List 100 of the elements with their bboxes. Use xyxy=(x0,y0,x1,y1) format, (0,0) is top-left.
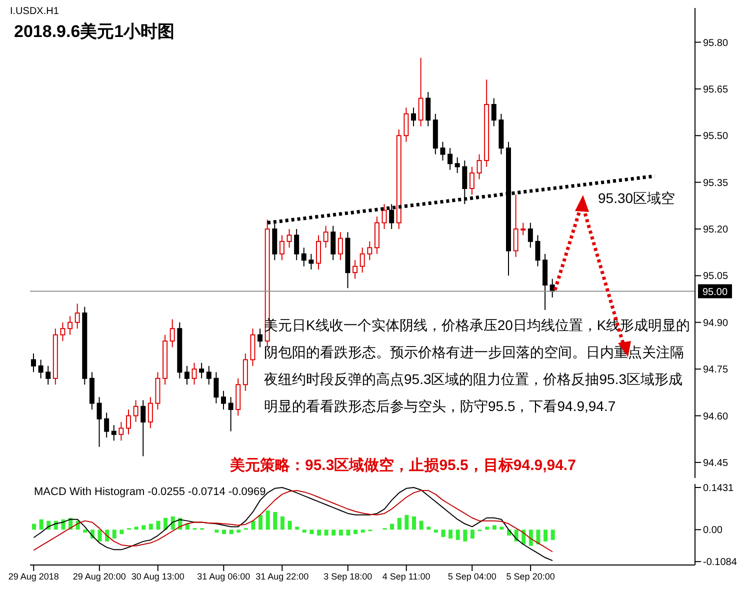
candlestick xyxy=(104,412,110,438)
bar xyxy=(288,520,292,530)
bar xyxy=(142,525,146,530)
candlestick xyxy=(426,92,431,127)
candlestick xyxy=(68,316,73,336)
y-tick-label: 0.1431 xyxy=(703,483,734,494)
bar xyxy=(295,526,300,530)
candlestick xyxy=(520,222,526,236)
bar xyxy=(98,530,102,542)
candlestick xyxy=(316,234,321,270)
bar xyxy=(354,530,358,534)
candlestick xyxy=(476,154,482,180)
bar xyxy=(332,530,336,536)
bar xyxy=(120,530,124,534)
bar xyxy=(360,530,365,533)
bar xyxy=(426,526,431,530)
candlestick xyxy=(330,225,336,261)
candlestick xyxy=(469,166,474,196)
bar xyxy=(273,512,278,530)
bar xyxy=(412,516,416,530)
bar xyxy=(229,530,234,534)
candlestick xyxy=(206,365,212,386)
y-tick-label: 94.75 xyxy=(703,364,728,376)
candlestick xyxy=(491,98,496,127)
candlestick xyxy=(31,352,36,373)
bar xyxy=(448,530,453,538)
bar xyxy=(302,530,306,533)
y-tick-label: 95.05 xyxy=(703,271,728,282)
candlestick xyxy=(96,396,102,448)
bar xyxy=(456,530,460,540)
bar xyxy=(164,518,168,530)
bar xyxy=(544,530,548,542)
y-tick-label: -0.1084 xyxy=(703,557,738,568)
bar xyxy=(112,530,116,538)
candlestick xyxy=(170,318,175,348)
bar xyxy=(470,530,474,538)
candlestick xyxy=(286,228,292,248)
candlestick xyxy=(214,372,219,404)
bar xyxy=(236,530,241,533)
bar xyxy=(134,526,138,530)
candlestick xyxy=(74,303,80,330)
candlestick xyxy=(148,396,153,429)
candlestick xyxy=(454,156,460,174)
candlestick xyxy=(228,396,234,432)
text: 2018.9.6美元1小时图 xyxy=(14,21,175,43)
bar xyxy=(550,530,555,540)
candlestick xyxy=(126,409,131,435)
y-tick-label: 94.60 xyxy=(703,411,728,422)
candlestick xyxy=(528,222,533,248)
bar xyxy=(214,530,219,533)
bar xyxy=(441,530,446,538)
y-tick-label: 95.35 xyxy=(703,178,728,189)
candlestick xyxy=(404,107,409,142)
bar xyxy=(434,530,438,533)
bar xyxy=(485,526,490,530)
bar xyxy=(390,524,394,530)
bar xyxy=(258,514,263,530)
bar xyxy=(148,524,153,530)
bar xyxy=(156,520,160,530)
y-tick-label: 95.80 xyxy=(703,38,728,49)
bar xyxy=(397,518,402,530)
bar xyxy=(404,514,409,530)
bar xyxy=(39,519,44,530)
y-tick-label: 94.90 xyxy=(703,318,728,329)
candlestick xyxy=(535,234,540,267)
candlestick xyxy=(360,247,365,274)
annotation: 美元策略：95.3区域做空，止损95.5，目标94.9,94.7 xyxy=(230,456,576,475)
bar xyxy=(528,530,533,546)
candlestick xyxy=(513,194,518,258)
candlestick xyxy=(440,141,446,162)
y-tick-label: 95.50 xyxy=(703,131,728,142)
ref-line-label: 95.00 xyxy=(702,287,728,298)
candlestick xyxy=(111,424,116,442)
candlestick xyxy=(46,365,51,386)
y-tick-label: 94.45 xyxy=(703,458,728,469)
bar xyxy=(280,516,284,530)
bar xyxy=(346,530,350,536)
y-tick-label: 95.20 xyxy=(703,224,728,236)
bar xyxy=(536,530,540,544)
x-tick-label: 3 Sep 18:00 xyxy=(324,571,372,582)
candlestick xyxy=(221,390,226,410)
chart-title: MACD With Histogram -0.0255 -0.0714 -0.0969 xyxy=(34,486,266,498)
x-tick-label: 31 Aug 06:00 xyxy=(197,571,250,582)
candlestick xyxy=(323,225,328,248)
bar xyxy=(500,526,504,530)
x-tick-label: 5 Sep 20:00 xyxy=(506,571,555,582)
candlestick xyxy=(38,359,44,379)
bar xyxy=(419,520,424,530)
bar xyxy=(492,525,496,530)
chart-subtitle: I.USDX.H1 xyxy=(10,6,59,17)
candlestick xyxy=(118,421,124,442)
bar xyxy=(222,530,226,534)
annotation: 95.30区域空 xyxy=(598,190,676,208)
bar xyxy=(32,524,36,530)
candlestick xyxy=(338,232,343,261)
bar xyxy=(317,530,321,536)
bar xyxy=(251,520,256,530)
x-tick-label: 31 Aug 22:00 xyxy=(256,571,309,582)
y-tick-label: 0.00 xyxy=(703,525,723,536)
candlestick xyxy=(411,107,416,127)
